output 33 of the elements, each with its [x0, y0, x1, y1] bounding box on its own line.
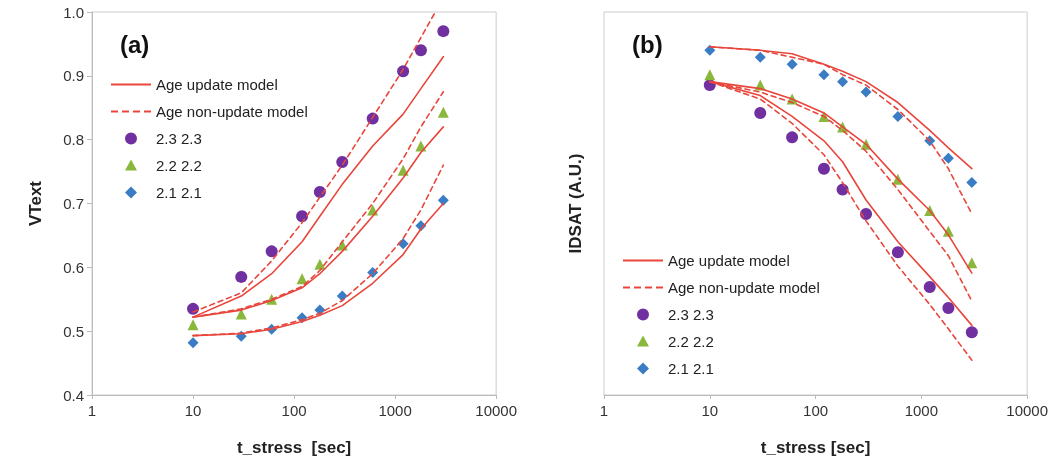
annotation: (b) [632, 30, 663, 58]
y-tick-label: 1.0 [63, 3, 84, 21]
x-axis-title: t_stress [sec] [760, 438, 871, 457]
legend-label: 2.2 2.2 [668, 333, 714, 350]
annotation: (a) [120, 30, 150, 58]
x-tick-label: 10000 [475, 402, 517, 419]
legend-label: 2.2 2.2 [156, 157, 202, 174]
y-tick-label: 0.5 [63, 322, 84, 340]
y-tick-label: 0.4 [63, 386, 84, 404]
y-tick-label: 0.9 [63, 67, 84, 85]
x-tick-label: 1 [599, 402, 609, 419]
y-tick-label: 0.7 [63, 195, 84, 212]
legend-label: 2.3 2.3 [156, 130, 202, 147]
x-tick-label: 1000 [904, 402, 939, 419]
y-axis-title: VText [26, 180, 45, 227]
legend-label: Age non-update model [156, 103, 308, 120]
legend-label: 2.1 2.1 [668, 360, 714, 377]
y-tick-label: 0.8 [63, 131, 84, 149]
x-axis-title: t_stress [sec] [236, 438, 352, 457]
x-tick-label: 10000 [1006, 402, 1048, 419]
y-tick-label: 0.6 [63, 258, 84, 276]
legend-label: 2.3 2.3 [668, 306, 714, 323]
x-tick-label: 10 [184, 402, 202, 419]
legend-label: Age update model [668, 252, 790, 269]
x-tick-label: 10 [701, 402, 719, 419]
legend-label: 2.1 2.1 [156, 184, 202, 201]
y-axis-title: IDSAT (A.U.) [566, 153, 585, 254]
x-tick-label: 1 [87, 402, 97, 419]
legend-label: Age non-update model [668, 279, 820, 296]
x-tick-label: 100 [281, 402, 307, 419]
x-tick-label: 1000 [378, 402, 412, 419]
x-tick-label: 100 [803, 402, 829, 419]
legend-label: Age update model [156, 76, 278, 93]
